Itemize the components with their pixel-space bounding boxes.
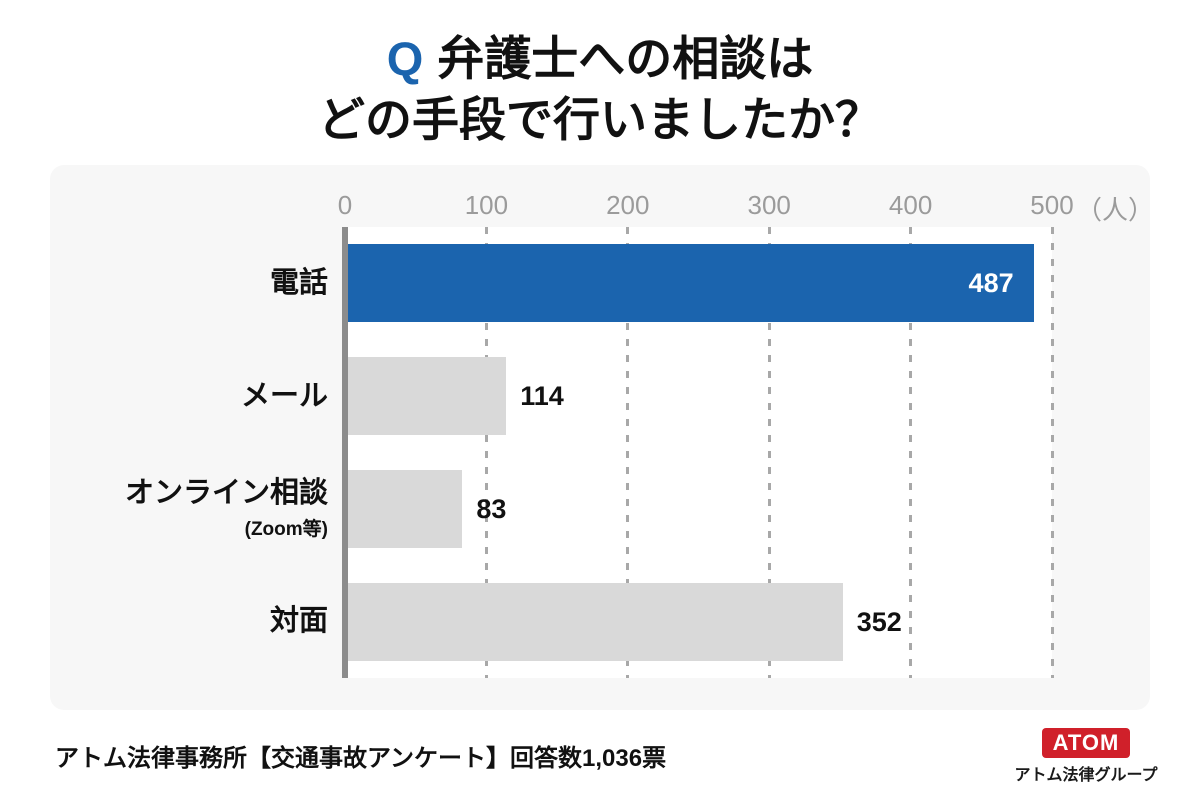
gridline bbox=[767, 227, 771, 678]
gridline bbox=[909, 227, 913, 678]
atom-logo-box: ATOM bbox=[1042, 728, 1130, 758]
value-label: 114 bbox=[520, 381, 564, 412]
category-label-text: メール bbox=[240, 379, 328, 412]
category-label-text: 対面 bbox=[269, 605, 328, 638]
y-axis-line bbox=[342, 227, 348, 678]
gridline bbox=[1050, 227, 1054, 678]
category-label-text: 電話 bbox=[269, 266, 328, 299]
category-label: オンライン相談 (Zoom等) bbox=[50, 453, 328, 566]
category-label: 電話 bbox=[50, 227, 328, 340]
x-tick-label: 500 bbox=[1030, 190, 1074, 220]
bar bbox=[348, 244, 1034, 323]
category-label-text: オンライン相談 bbox=[124, 476, 328, 509]
survey-source-text: アトム法律事務所【交通事故アンケート】回答数1,036票 bbox=[55, 745, 667, 772]
category-label: メール bbox=[50, 340, 328, 453]
atom-logo: ATOM アトム法律グループ bbox=[1010, 728, 1162, 785]
gridline bbox=[484, 227, 488, 678]
value-label: 352 bbox=[856, 606, 902, 637]
q-prefix: Q bbox=[386, 32, 424, 85]
x-tick-label: 0 bbox=[337, 190, 353, 220]
x-axis-unit-label: （人） bbox=[1075, 195, 1155, 225]
title-line-2: どの手段で行いましたか？ bbox=[318, 93, 882, 146]
title-line-1: Q 弁護士への相談は bbox=[0, 28, 1200, 89]
x-tick-label: 300 bbox=[747, 190, 791, 220]
chart-panel: 0 100 200 300 400 500 （人） 電話メールオンライン相談 (Zoom等) 対… bbox=[50, 165, 1154, 710]
x-tick-label: 200 bbox=[606, 190, 650, 220]
bar bbox=[348, 582, 843, 661]
value-label: 83 bbox=[476, 493, 507, 524]
atom-logo-group-text: アトム法律グループ bbox=[1014, 767, 1158, 784]
gridline bbox=[626, 227, 630, 678]
x-tick-label: 400 bbox=[888, 190, 933, 220]
category-sublabel: (Zoom等) bbox=[244, 519, 328, 541]
title-line1-text: 弁護士への相談は bbox=[437, 32, 814, 85]
page-title: Q 弁護士への相談は どの手段で行いましたか？ bbox=[0, 28, 1200, 150]
value-label: 487 bbox=[968, 268, 1014, 299]
bar bbox=[348, 357, 507, 436]
plot-area: 487 114 83 352 bbox=[342, 227, 1054, 678]
bar bbox=[348, 469, 463, 548]
x-tick-label: 100 bbox=[464, 190, 509, 220]
category-label: 対面 bbox=[50, 565, 328, 678]
